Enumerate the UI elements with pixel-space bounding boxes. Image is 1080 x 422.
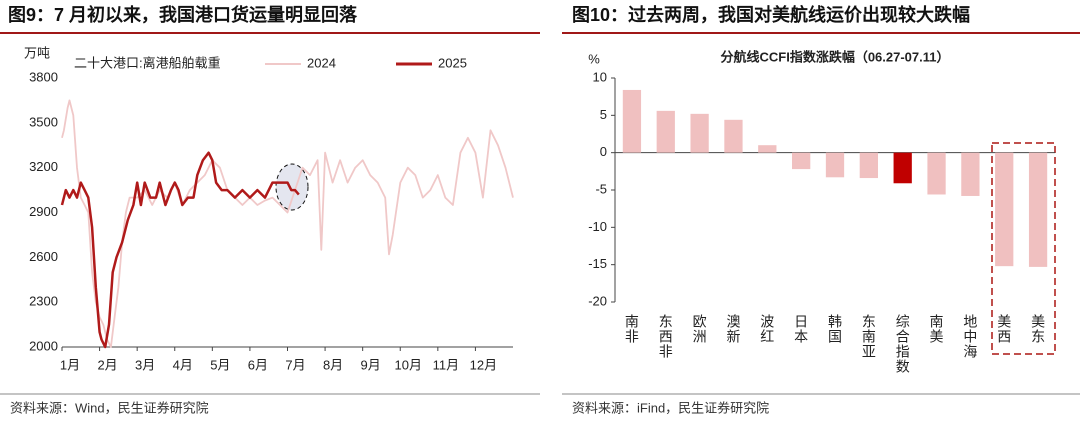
- bar: [893, 152, 912, 184]
- y-tick-label: 3800: [29, 69, 58, 84]
- x-tick-label: 综合指数: [895, 314, 911, 374]
- y-tick-label: 2900: [29, 204, 58, 219]
- bar: [1028, 152, 1048, 267]
- y-tick-label: 2600: [29, 249, 58, 264]
- highlight-ellipse: [275, 163, 309, 211]
- bar: [758, 145, 777, 153]
- x-tick-label: 8月: [323, 357, 343, 372]
- x-tick-label: 7月: [285, 357, 305, 372]
- x-tick-label: 澳新: [725, 314, 741, 344]
- x-tick-label: 2月: [97, 357, 117, 372]
- bar: [825, 152, 845, 178]
- bar: [724, 119, 743, 153]
- highlight-box: [991, 142, 1056, 355]
- x-tick-label: 美东: [1030, 314, 1046, 344]
- x-tick-label: 4月: [173, 357, 193, 372]
- x-tick-label: 5月: [210, 357, 230, 372]
- bar: [961, 152, 980, 196]
- source: 资料来源：iFind，民生证券研究院: [572, 400, 769, 415]
- y-tick-label: -5: [595, 181, 607, 196]
- bar: [690, 113, 709, 153]
- legend-label: 2024: [307, 55, 336, 70]
- bar: [995, 152, 1014, 267]
- source: 资料来源：Wind，民生证券研究院: [10, 400, 209, 415]
- bar: [622, 89, 642, 153]
- x-tick-label: 美西: [996, 314, 1012, 344]
- y-tick-label: 3200: [29, 159, 58, 174]
- x-tick-label: 地中海: [962, 314, 978, 359]
- x-tick-label: 6月: [248, 357, 268, 372]
- y-tick-label: 5: [600, 107, 607, 122]
- x-tick-label: 9月: [361, 357, 381, 372]
- line-series: [60, 151, 300, 349]
- x-tick-label: 南美: [929, 314, 945, 344]
- x-tick-label: 10月: [395, 357, 422, 372]
- x-tick-label: 欧洲: [692, 314, 708, 344]
- y-axis-label: 万吨: [24, 45, 50, 60]
- y-tick-label: 2300: [29, 294, 58, 309]
- bar: [656, 110, 675, 153]
- y-tick-label: 10: [593, 69, 607, 84]
- bar: [792, 152, 811, 170]
- bar: [859, 152, 878, 179]
- x-tick-label: 东西非: [658, 314, 674, 359]
- x-tick-label: 12月: [470, 357, 497, 372]
- y-tick-label: 2000: [29, 338, 58, 353]
- y-tick-label: 3500: [29, 114, 58, 129]
- x-tick-label: 韩国: [827, 314, 843, 344]
- x-tick-label: 南非: [624, 314, 640, 344]
- legend-label: 2025: [438, 55, 467, 70]
- line-series: [61, 99, 514, 348]
- y-tick-label: 0: [600, 144, 607, 159]
- legend-title: 二十大港口:离港船舶载重: [74, 55, 221, 70]
- y-tick-label: -10: [588, 219, 607, 234]
- bar: [927, 152, 946, 195]
- y-tick-label: -20: [588, 293, 607, 308]
- y-axis-label: %: [588, 51, 600, 66]
- y-tick-label: -15: [588, 256, 607, 271]
- figure-heading: 图10：过去两周，我国对美航线运价出现较大跌幅: [572, 4, 970, 25]
- x-tick-label: 波红: [759, 314, 775, 344]
- x-tick-label: 3月: [135, 357, 155, 372]
- chart-title: 分航线CCFI指数涨跌幅（06.27-07.11）: [720, 49, 949, 64]
- x-tick-label: 1月: [60, 357, 80, 372]
- x-tick-label: 东南亚: [861, 314, 877, 359]
- x-tick-label: 11月: [433, 357, 460, 372]
- x-tick-label: 日本: [793, 314, 809, 344]
- figure-heading: 图9：7 月初以来，我国港口货运量明显回落: [8, 4, 358, 25]
